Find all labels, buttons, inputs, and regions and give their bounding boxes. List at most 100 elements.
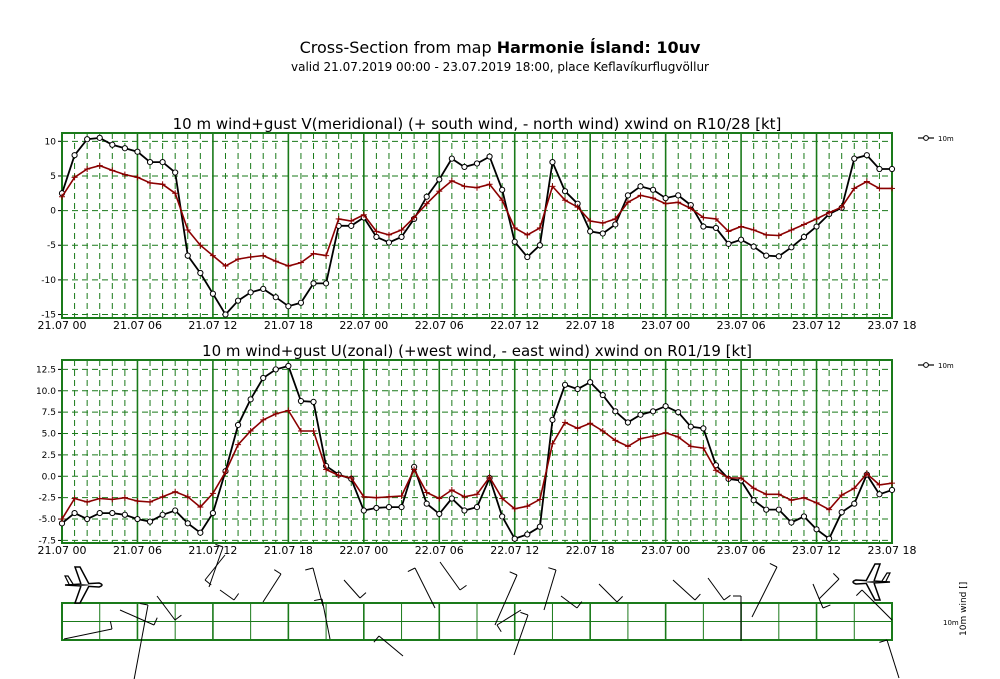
data-point-gust (650, 195, 657, 202)
data-point-gust (612, 437, 619, 444)
y-tick-label: -5.0 (38, 515, 56, 525)
data-point-wind (800, 513, 808, 520)
x-tick-label: 22.07 18 (566, 544, 615, 557)
data-point-wind (398, 503, 405, 511)
data-point-gust (599, 427, 606, 434)
data-point-gust (134, 174, 141, 181)
data-point-gust (260, 252, 267, 259)
wind-barb-feather (879, 639, 888, 643)
x-tick-label: 21.07 00 (38, 544, 87, 557)
data-point-gust (587, 420, 594, 427)
data-point-wind (511, 238, 518, 245)
data-point-wind (574, 385, 581, 393)
data-point-gust (323, 252, 330, 259)
data-point-wind (863, 152, 870, 159)
data-point-wind (612, 221, 619, 228)
y-tick-label: 0.0 (42, 472, 57, 482)
data-point-wind (71, 152, 78, 159)
data-point-gust (159, 493, 166, 500)
data-point-wind (272, 294, 279, 301)
data-point-wind (712, 224, 720, 232)
data-point-wind (197, 269, 204, 277)
data-point-gust (750, 485, 757, 492)
data-point-gust (549, 183, 556, 190)
wind-barb-staff (63, 628, 113, 640)
data-point-wind (260, 374, 267, 382)
data-point-gust (184, 493, 191, 500)
data-point-gust (511, 505, 518, 512)
data-point-wind (499, 186, 506, 193)
data-point-wind (373, 233, 380, 241)
data-point-gust (738, 475, 745, 482)
data-point-wind (197, 529, 204, 536)
wind-barb-feather (509, 571, 518, 576)
wind-barb-staff (818, 578, 840, 600)
data-point-gust (310, 250, 317, 257)
x-tick-label: 23.07 06 (717, 544, 766, 557)
wind-barb (305, 567, 324, 607)
data-point-wind (448, 155, 455, 162)
wind-barb-staff (133, 604, 149, 679)
wind-barb (560, 595, 583, 609)
wind-barb-staff (156, 595, 176, 621)
data-point-wind (423, 500, 430, 507)
x-tick-label: 21.07 12 (188, 319, 237, 332)
wind-barb-feather (153, 617, 158, 626)
data-point-wind (888, 165, 896, 173)
data-point-gust (612, 215, 619, 222)
data-point-gust (209, 490, 216, 497)
airplane-tail (881, 572, 891, 582)
wind-barb-feather (832, 572, 840, 580)
data-point-gust (448, 486, 455, 493)
data-point-gust (662, 429, 669, 436)
legend-label: 10m (938, 135, 954, 143)
data-point-gust (889, 480, 895, 487)
page-subtitle: valid 21.07.2019 00:00 - 23.07.2019 18:0… (290, 60, 709, 74)
data-point-gust (712, 215, 719, 222)
data-point-gust (84, 166, 91, 173)
data-point-wind (247, 396, 254, 403)
wind-barb-staff (321, 598, 331, 640)
data-point-gust (109, 496, 116, 503)
data-point-wind (750, 497, 757, 504)
data-point-gust (197, 242, 204, 249)
wind-barb-feather (274, 569, 282, 575)
data-point-wind (549, 416, 556, 423)
chart-panel-2: 10 m wind+gust U(zonal) (+west wind, - e… (36, 342, 954, 557)
data-point-gust (222, 469, 229, 476)
wind-barb (156, 595, 182, 621)
data-point-wind (172, 169, 179, 176)
data-point-wind (587, 228, 594, 235)
wind-barb (119, 609, 158, 626)
data-point-gust (335, 472, 342, 479)
data-point-gust (247, 427, 254, 434)
wind-barb-staff (414, 567, 436, 609)
wind-barb-staff (672, 579, 696, 601)
x-tick-label: 22.07 00 (339, 319, 388, 332)
data-point-gust (486, 474, 493, 481)
data-point-gust (536, 224, 543, 231)
wind-barb-staff (560, 595, 578, 609)
wind-barb-feather (233, 593, 240, 601)
data-point-gust (826, 209, 833, 216)
data-point-wind (121, 511, 128, 518)
data-point-gust (71, 174, 78, 181)
data-point-gust (876, 481, 883, 488)
wind-barb-feather (174, 614, 182, 621)
x-tick-label: 23.07 12 (792, 544, 841, 557)
wind-barb-feather (548, 567, 557, 571)
wind-barb-staff (262, 573, 282, 603)
x-tick-label: 21.07 18 (264, 319, 313, 332)
data-point-gust (448, 177, 455, 184)
data-point-gust (297, 427, 304, 434)
y-tick-label: 5 (50, 172, 56, 182)
data-point-wind (134, 148, 141, 155)
data-point-wind (96, 134, 103, 141)
airplane-tail (64, 575, 74, 585)
data-point-wind (234, 421, 242, 429)
data-point-wind (700, 425, 707, 432)
wind-barb-feather (769, 562, 778, 568)
data-point-gust (235, 441, 242, 448)
data-point-wind (675, 409, 682, 416)
y-tick-label: -15 (41, 311, 56, 321)
